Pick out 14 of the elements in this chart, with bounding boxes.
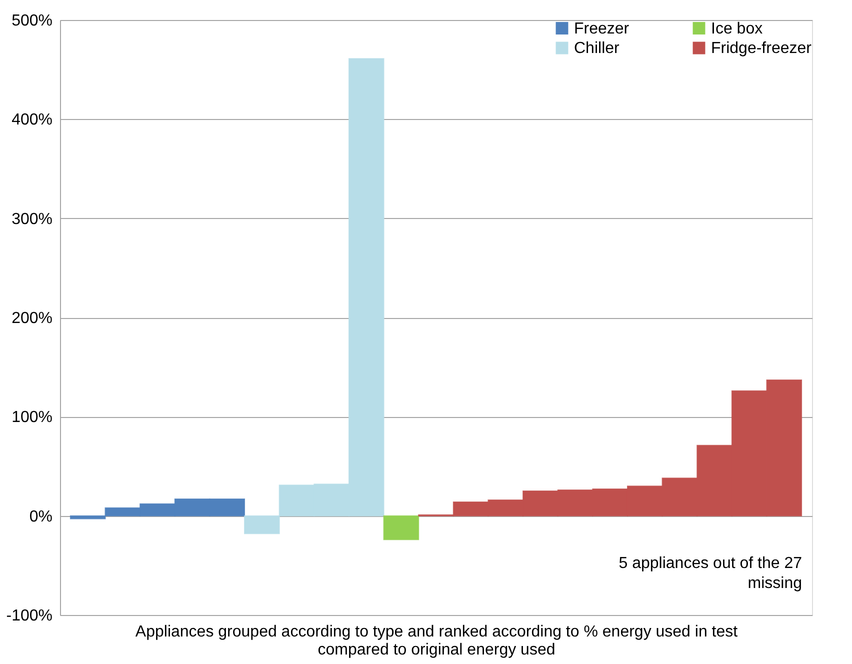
- legend-label: Fridge-freezer: [711, 40, 812, 57]
- legend-label: Freezer: [574, 20, 630, 38]
- legend-label: Ice box: [711, 20, 763, 38]
- bar: [383, 515, 420, 540]
- y-tick-label: 200%: [12, 310, 52, 327]
- legend-label: Chiller: [574, 40, 620, 57]
- y-tick-label: 400%: [12, 112, 52, 129]
- y-tick-label: -100%: [6, 608, 52, 624]
- annotation: 5 appliances out of the 27 missing: [618, 555, 802, 592]
- y-tick-label: 300%: [12, 210, 52, 228]
- x-axis-title: Appliances grouped according to type and ranked according to % energy used in test compared to original energy used: [135, 624, 738, 658]
- y-tick-label: 100%: [12, 409, 52, 426]
- y-tick-label: 500%: [12, 12, 52, 30]
- y-tick-label: 0%: [29, 508, 52, 526]
